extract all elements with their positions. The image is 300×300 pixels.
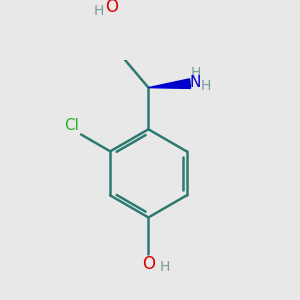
Text: N: N xyxy=(190,74,201,89)
Text: O: O xyxy=(105,0,118,16)
Text: O: O xyxy=(142,255,155,273)
Text: H: H xyxy=(201,79,211,93)
Text: H: H xyxy=(160,260,170,274)
Text: H: H xyxy=(190,66,201,80)
Text: Cl: Cl xyxy=(64,118,80,133)
Polygon shape xyxy=(148,79,190,88)
Text: H: H xyxy=(94,4,104,19)
